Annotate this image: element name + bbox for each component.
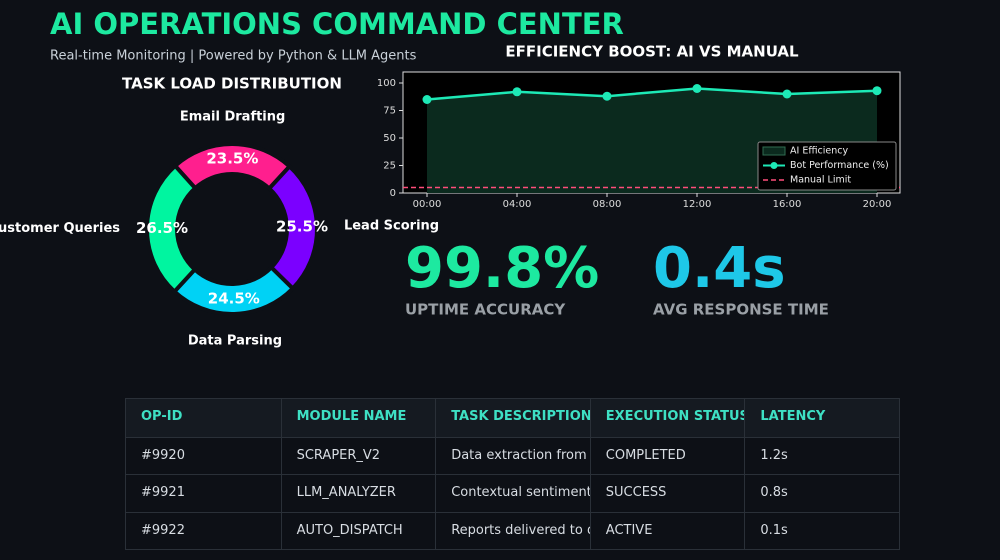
point: [602, 91, 612, 101]
y-tick-label: 75: [383, 106, 396, 117]
table-row: #9922 AUTO_DISPATCH Reports delivered to d…: [126, 511, 899, 549]
slice-value-label: 26.5%: [136, 219, 188, 237]
column-header: LATENCY: [744, 399, 899, 437]
table-cell: AUTO_DISPATCH: [280, 512, 436, 549]
slice-value-label: 24.5%: [208, 289, 260, 307]
point: [512, 87, 522, 97]
y-tick-label: 0: [390, 188, 396, 199]
table-cell: 1.2s: [744, 437, 899, 474]
table-row: OP-ID MODULE NAME TASK DESCRIPTION EXECUTIO…: [126, 399, 899, 437]
table-row: #9920 SCRAPER_V2 Data extraction from 4 COM…: [126, 436, 899, 474]
donut-title: TASK LOAD DISTRIBUTION: [122, 75, 342, 93]
x-tick-label: 08:00: [593, 199, 622, 210]
slice-value-label: 23.5%: [206, 150, 258, 168]
table-cell: 0.1s: [744, 512, 899, 549]
column-header: OP-ID: [141, 409, 183, 424]
point: [782, 89, 792, 99]
table-cell: #9921: [141, 485, 185, 500]
column-header: MODULE NAME: [280, 399, 436, 437]
table-cell: Contextual sentiment: [435, 475, 590, 512]
table-cell: 0.8s: [744, 475, 899, 512]
slice-category-label: Data Parsing: [188, 333, 282, 348]
x-tick-label: 12:00: [683, 199, 712, 210]
ops-table: OP-ID MODULE NAME TASK DESCRIPTION EXECUTIO…: [125, 398, 900, 550]
legend: [757, 141, 897, 191]
legend-label: AI Efficiency: [790, 146, 848, 157]
table-row: #9921 LLM_ANALYZER Contextual sentiment SUC…: [126, 474, 899, 512]
y-tick-label: 25: [383, 161, 396, 172]
table-cell: SCRAPER_V2: [280, 437, 436, 474]
subtitle: Real-time Monitoring | Powered by Python…: [50, 49, 417, 64]
kpi-label: UPTIME ACCURACY: [405, 301, 566, 319]
table-cell: Reports delivered to d: [435, 512, 590, 549]
x-tick-label: 16:00: [773, 199, 802, 210]
y-tick-label: 100: [377, 78, 396, 89]
legend-swatch: [762, 146, 786, 156]
kpi-label: AVG RESPONSE TIME: [653, 301, 829, 319]
point: [872, 86, 882, 96]
table-cell: Data extraction from 4: [435, 437, 590, 474]
x-tick-label: 20:00: [863, 199, 892, 210]
slice-category-label: Customer Queries: [0, 221, 120, 236]
table-cell: #9920: [141, 447, 185, 463]
slice-category-label: Lead Scoring: [344, 219, 439, 234]
page-title: AI OPERATIONS COMMAND CENTER: [50, 7, 624, 41]
legend-label: Manual Limit: [790, 175, 851, 186]
slice-category-label: Email Drafting: [180, 110, 286, 125]
table-cell: SUCCESS: [589, 475, 745, 512]
legend-label: Bot Performance (%): [790, 160, 889, 171]
column-header: EXECUTION STATUS: [589, 399, 744, 437]
table-cell: LLM_ANALYZER: [280, 475, 436, 512]
table-cell: #9922: [141, 522, 185, 538]
donut-slice: [145, 163, 199, 295]
kpi-value: 0.4s: [653, 236, 786, 301]
x-tick-label: 00:00: [413, 199, 442, 210]
line-title: EFFICIENCY BOOST: AI VS MANUAL: [505, 43, 799, 61]
point: [692, 84, 702, 93]
legend-swatch: [770, 162, 778, 169]
kpi-value: 99.8%: [405, 236, 599, 301]
x-tick-label: 04:00: [503, 199, 532, 210]
slice-value-label: 25.5%: [276, 218, 328, 236]
table-cell: COMPLETED: [589, 437, 745, 474]
point: [422, 95, 432, 104]
line: [426, 87, 878, 101]
column-header: TASK DESCRIPTION: [435, 399, 590, 437]
y-tick-label: 50: [383, 133, 396, 144]
table-cell: ACTIVE: [589, 512, 745, 549]
